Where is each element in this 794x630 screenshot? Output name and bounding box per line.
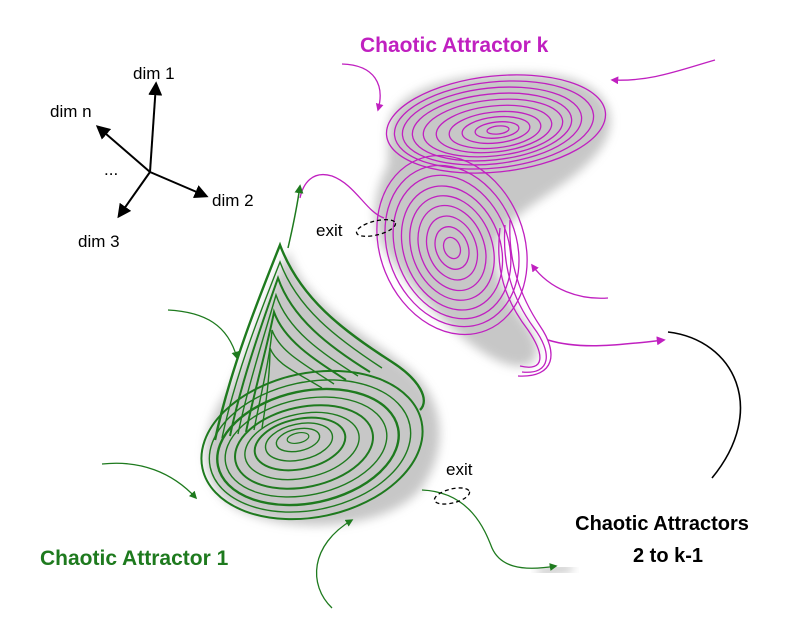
attractor-k-upper-lobe [385,74,607,174]
attractor-1-inflow-lower-left [101,462,198,500]
exit-marker-top [355,219,397,237]
exit-marker-bottom [433,487,471,505]
axis-dim3-label: dim 3 [78,232,120,251]
exit-label-top: exit [316,221,343,240]
axis-dim2-arrow [149,171,209,199]
attractor-1-label: Chaotic Attractor 1 [40,547,229,570]
axis-indicator: dim 1 dim n dim 2 dim 3 ... [50,64,254,251]
attractor-1-inflow-left [167,309,240,360]
attractor-1-exit-trajectory-shadow [537,565,573,575]
exit-label-bottom: exit [446,460,473,479]
middle-attractors-trajectory [667,331,742,479]
attractor-k-exit-trajectory [299,173,385,219]
axis-ellipsis: ... [104,160,118,179]
middle-attractors-label-line2: 2 to k-1 [633,545,703,567]
attractor-1-inflow-bottom [315,519,354,609]
attractor-1-spirals [200,369,424,521]
attractor-k [299,59,716,377]
attractor-k-shadow [374,73,611,367]
attractor-k-inflow-lower [531,263,609,299]
axis-dim1-label: dim 1 [133,64,175,83]
attractor-k-inflow-top [341,63,384,112]
attractor-k-inflow-right [610,59,716,85]
axis-dim1-arrow [148,81,163,173]
attractor-k-lower-lobe [376,154,528,336]
attractor-k-label: Chaotic Attractor k [360,34,549,57]
attractor-k-inflow-from-middle [547,336,666,347]
attractor-1 [101,184,573,609]
axis-dimn-arrow [95,125,151,173]
attractor-1-inflow-from-k [287,184,304,249]
axis-dim3-arrow [117,171,151,219]
axis-dimn-label: dim n [50,102,92,121]
attractor-1-exit-trajectory [421,489,558,571]
axis-dim2-label: dim 2 [212,191,254,210]
middle-attractors-label-line1: Chaotic Attractors [575,513,749,535]
attractor-k-tail [498,219,552,377]
